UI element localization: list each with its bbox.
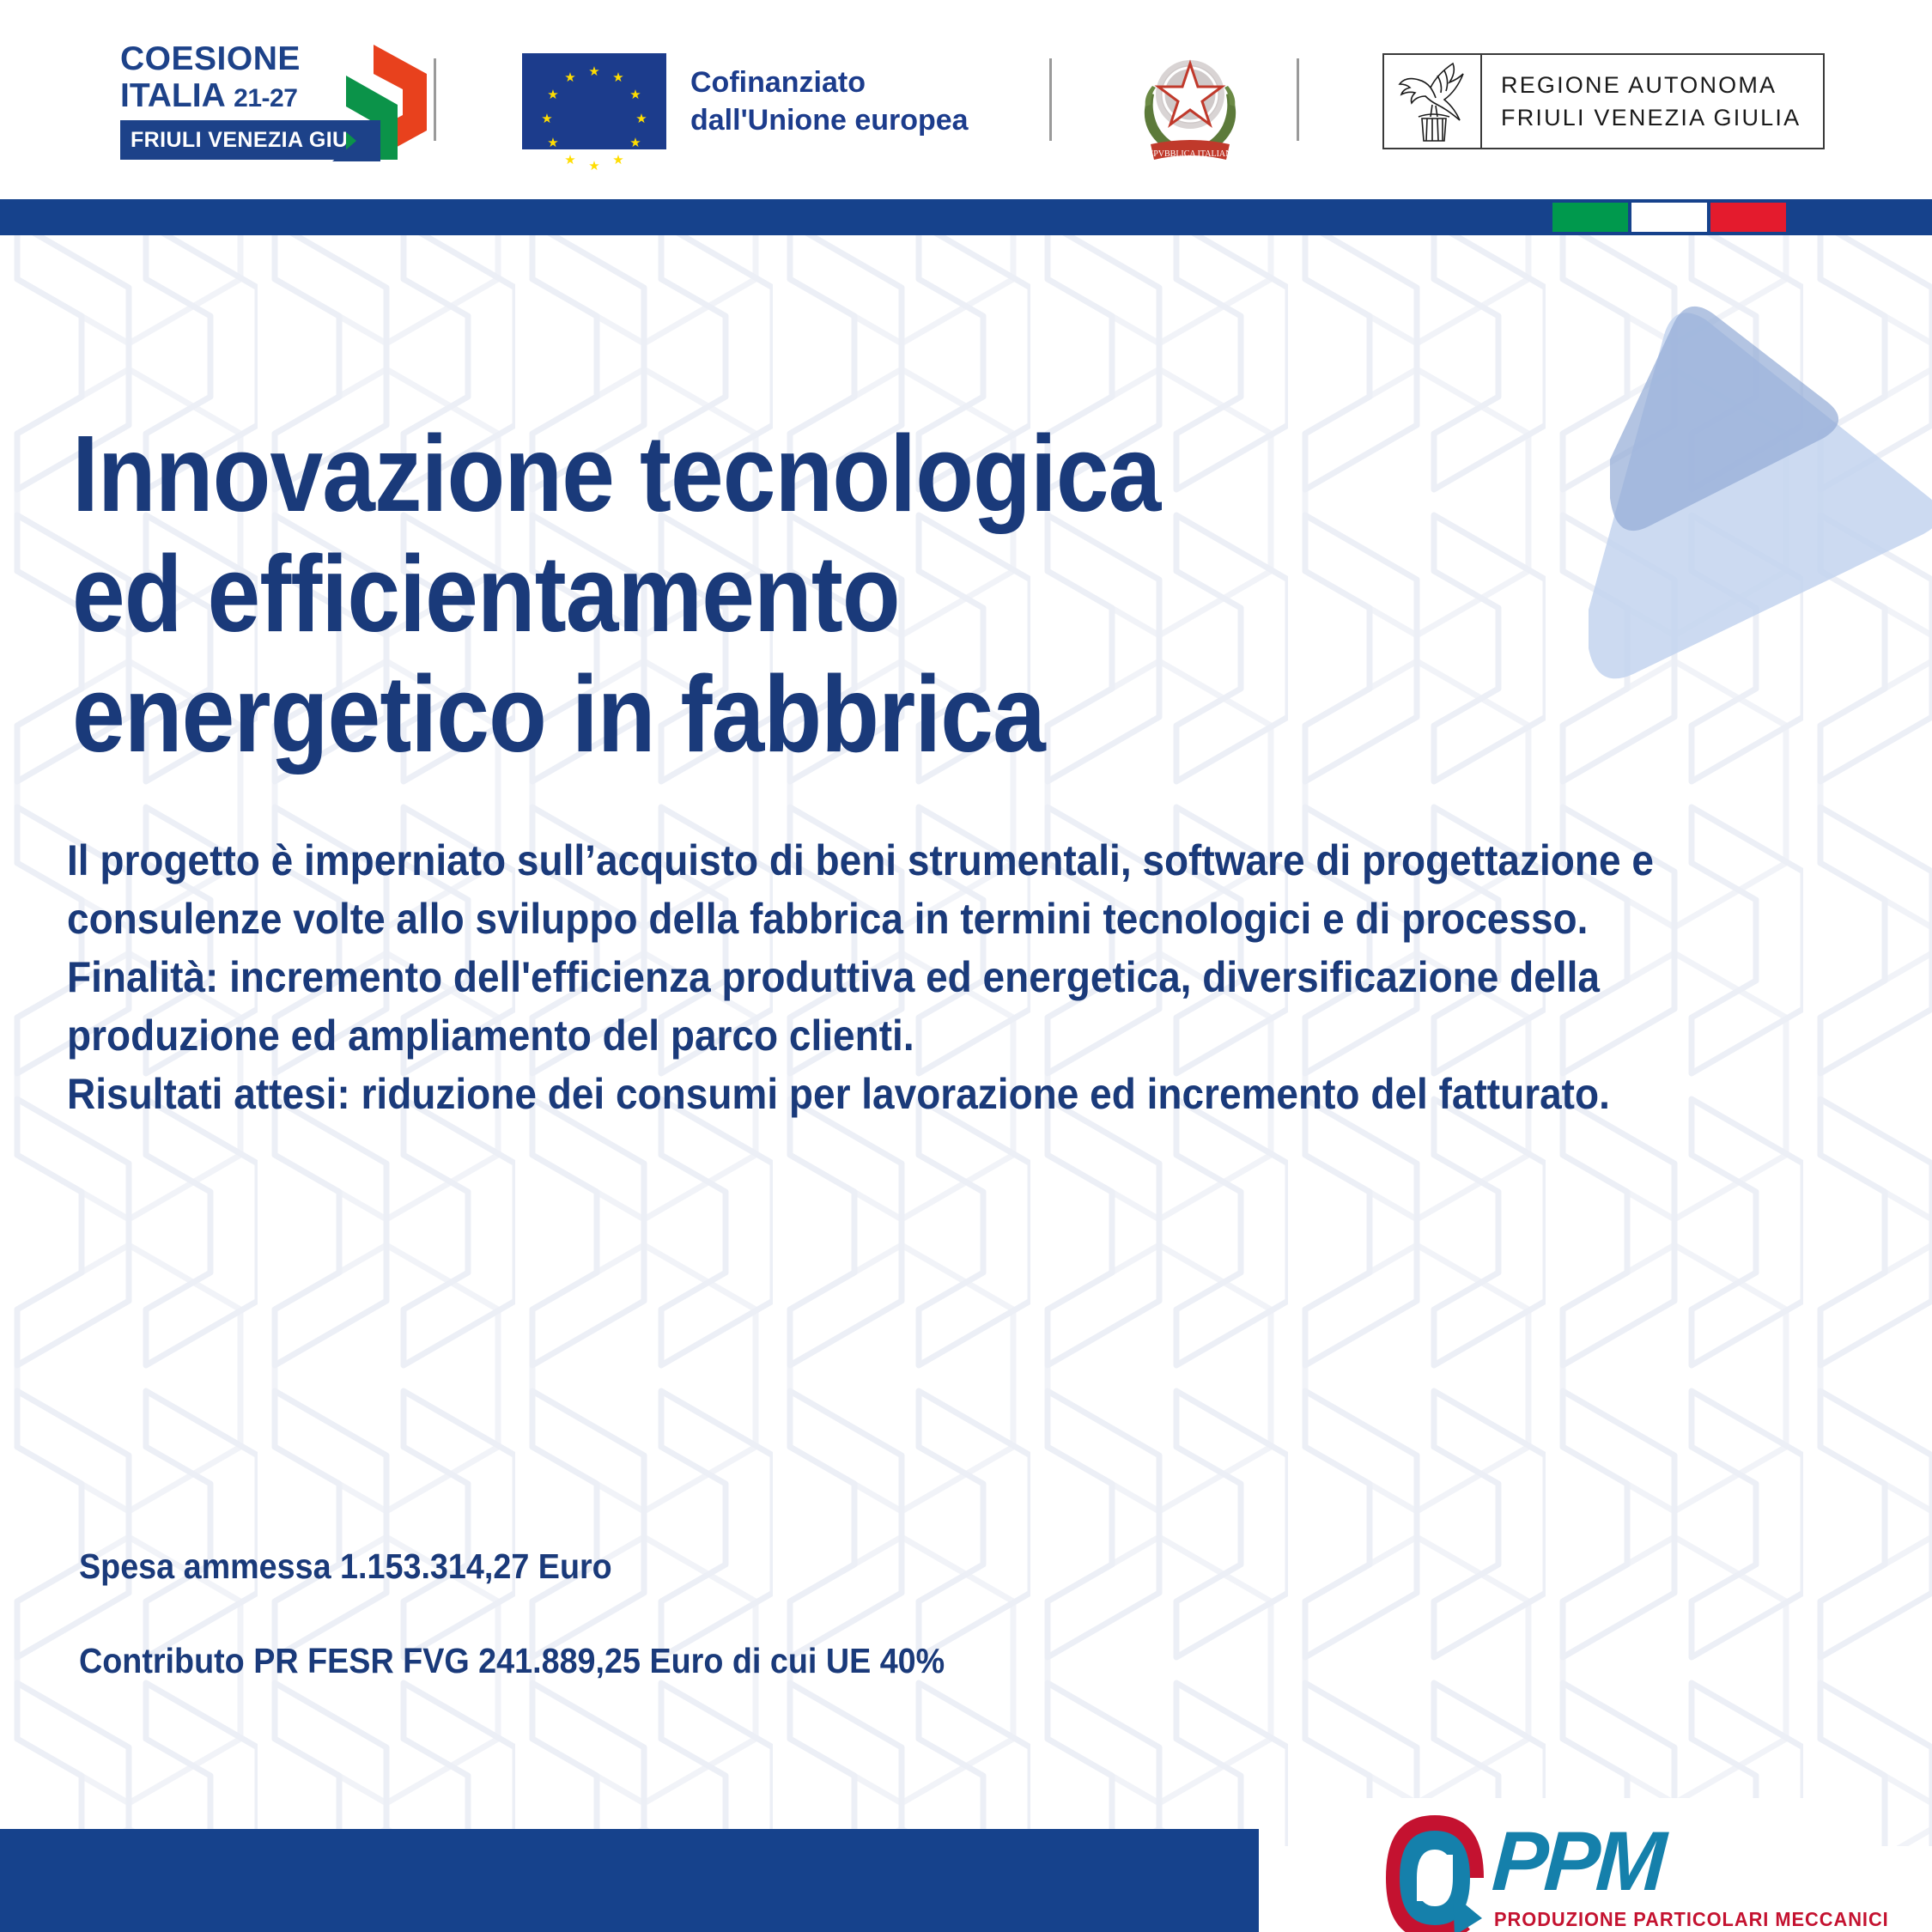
header-separator-3: [1297, 58, 1299, 141]
contributo-figure: Contributo PR FESR FVG 241.889,25 Euro d…: [79, 1641, 945, 1680]
regione-fvg-box: REGIONE AUTONOMA FRIULI VENEZIA GIULIA: [1382, 53, 1826, 149]
coesione-line2: ITALIA 21-27: [120, 77, 298, 114]
repubblica-italiana-logo: REPVBBLICA ITALIANA: [1132, 41, 1249, 161]
description-paragraph-3: Risultati attesi: riduzione dei consumi …: [67, 1070, 1610, 1118]
header-separator-1: [434, 58, 436, 141]
project-description: Il progetto è imperniato sull’acquisto d…: [67, 831, 1710, 1123]
description-paragraph-2: Finalità: incremento dell'efficienza pro…: [67, 953, 1600, 1060]
svg-text:REPVBBLICA ITALIANA: REPVBBLICA ITALIANA: [1142, 149, 1238, 159]
repubblica-italiana-emblem-icon: REPVBBLICA ITALIANA: [1142, 59, 1238, 160]
eu-cofinancing-text: Cofinanziato dall'Unione europea: [690, 64, 969, 139]
page-title: Innovazione tecnologica ed efficientamen…: [72, 413, 1161, 775]
fvg-eagle-icon: [1384, 55, 1482, 148]
coesione-italia-logo: COESIONE ITALIA 21-27 FRIULI VENEZIA GIU…: [120, 41, 429, 161]
spesa-ammessa-figure: Spesa ammessa 1.153.314,27 Euro: [79, 1546, 612, 1586]
coesione-wordmark: COESIONE ITALIA 21-27: [120, 41, 335, 118]
eu-text-line2: dall'Unione europea: [690, 104, 969, 137]
ppm-company-logo: PPM PRODUZIONE PARTICOLARI MECCANICI: [1364, 1798, 1888, 1932]
italian-flag-white-stripe: [1631, 203, 1707, 232]
ppm-q-arrows-mark-icon: [1386, 1815, 1484, 1932]
regione-fvg-text: REGIONE AUTONOMA FRIULI VENEZIA GIULIA: [1482, 55, 1823, 148]
header-logo-strip: COESIONE ITALIA 21-27 FRIULI VENEZIA GIU…: [0, 0, 1932, 199]
ppm-wordmark: PPM: [1490, 1814, 1665, 1908]
footer-blue-bar: [0, 1829, 1259, 1932]
eu-cofinancing-logo: ★ ★ ★ ★ ★ ★ ★ ★ ★ ★ ★ ★ Cofinanziato dal…: [522, 53, 969, 173]
ppm-tagline: PRODUZIONE PARTICOLARI MECCANICI: [1494, 1908, 1889, 1930]
coesione-years: 21-27: [234, 84, 298, 112]
italian-flag-red-stripe: [1710, 203, 1786, 232]
description-paragraph-1: Il progetto è imperniato sull’acquisto d…: [67, 836, 1654, 943]
regione-line1: REGIONE AUTONOMA: [1501, 72, 1777, 98]
eu-flag-icon: ★ ★ ★ ★ ★ ★ ★ ★ ★ ★ ★ ★: [522, 53, 666, 173]
coesione-chevron-mark-icon: [332, 45, 427, 161]
regione-line2: FRIULI VENEZIA GIULIA: [1501, 105, 1801, 131]
regione-fvg-logo: REGIONE AUTONOMA FRIULI VENEZIA GIULIA: [1382, 53, 1826, 149]
eu-text-line1: Cofinanziato: [690, 66, 866, 99]
decorative-triangles-graphic: [1589, 306, 1932, 679]
italian-flag-green-stripe: [1552, 203, 1628, 232]
header-separator-2: [1049, 58, 1052, 141]
coesione-line1: COESIONE: [120, 40, 301, 77]
coesione-region-band: FRIULI VENEZIA GIULIA: [120, 120, 384, 160]
